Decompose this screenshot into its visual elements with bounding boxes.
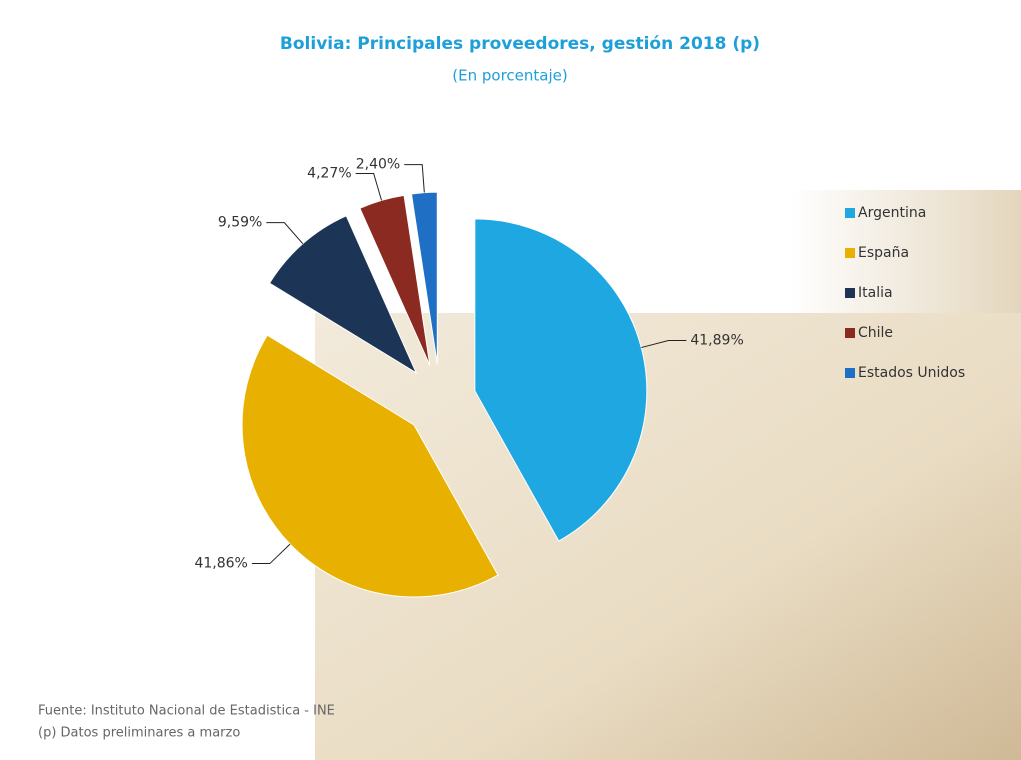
data-label: 2,40% (356, 157, 400, 173)
legend-label: Italia (858, 285, 893, 301)
source: Fuente: Instituto Nacional de Estadistic… (38, 704, 335, 719)
data-label: 9,59% (218, 215, 262, 231)
note: (p) Datos preliminares a marzo (38, 726, 240, 741)
legend-label: Chile (858, 325, 893, 341)
chart-title: Bolivia: Principales proveedores, gestió… (280, 34, 760, 54)
legend-swatch (845, 248, 855, 258)
data-label: 41,86% (194, 556, 247, 572)
leader-line (266, 222, 304, 244)
data-label: 41,89% (690, 332, 743, 348)
leader-line (404, 164, 425, 193)
legend-label: Argentina (858, 205, 926, 221)
leader-line (355, 173, 383, 201)
legend-label: Estados Unidos (858, 365, 965, 381)
leader-line (251, 543, 291, 565)
legend-swatch (845, 328, 855, 338)
legend-label: España (858, 245, 909, 261)
legend-swatch (845, 208, 855, 218)
leader-line (641, 339, 687, 349)
legend-swatch (845, 288, 855, 298)
legend-swatch (845, 368, 855, 378)
pie-slice (359, 194, 431, 366)
chart-subtitle: (En porcentaje) (452, 67, 567, 85)
photo-top (790, 190, 1021, 315)
data-label: 4,27% (307, 166, 351, 182)
